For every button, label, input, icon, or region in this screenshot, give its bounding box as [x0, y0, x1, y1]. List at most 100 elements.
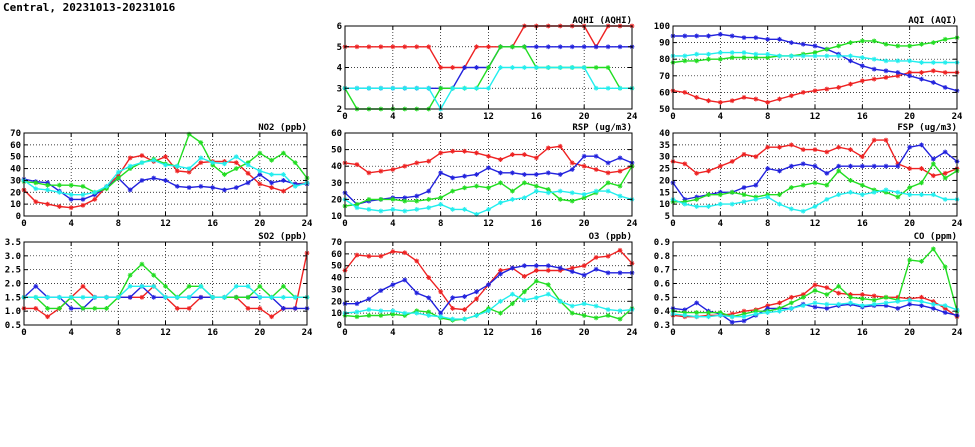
data-point-blue: [919, 142, 924, 148]
data-point-red: [402, 250, 408, 256]
data-point-red: [426, 158, 432, 164]
data-point-green: [486, 185, 491, 191]
y-tick-label: 60: [331, 129, 342, 139]
data-point-green: [836, 43, 842, 49]
data-point-cyan: [930, 192, 936, 198]
data-point-cyan: [92, 294, 98, 300]
data-point-green: [486, 65, 491, 70]
data-point-green: [56, 182, 62, 188]
data-point-cyan: [186, 294, 192, 300]
data-point-red: [257, 306, 263, 311]
data-point-cyan: [366, 206, 372, 212]
x-tick-label: 24: [952, 328, 963, 338]
data-point-cyan: [545, 65, 551, 70]
data-point-cyan: [942, 60, 948, 65]
data-point-green: [930, 161, 936, 167]
data-point-blue: [617, 44, 623, 50]
data-point-blue: [729, 33, 735, 39]
data-point-cyan: [438, 314, 444, 320]
y-tick-label: 0.5: [654, 293, 670, 303]
data-point-cyan: [930, 60, 936, 65]
data-point-red: [848, 81, 853, 87]
y-tick-label: 5: [337, 43, 342, 53]
data-point-blue: [569, 269, 575, 275]
x-tick-label: 4: [390, 328, 396, 338]
data-point-green: [942, 264, 948, 270]
x-tick-label: 16: [531, 219, 542, 229]
data-point-cyan: [163, 162, 168, 168]
data-point-cyan: [919, 299, 924, 304]
data-point-cyan: [765, 51, 771, 57]
data-point-blue: [581, 44, 587, 50]
data-point-green: [694, 197, 700, 202]
data-point-green: [426, 197, 432, 202]
data-point-cyan: [245, 283, 251, 289]
data-point-red: [462, 307, 467, 312]
data-point-red: [824, 285, 830, 291]
data-point-red: [919, 166, 924, 171]
y-tick-label: 0.5: [5, 321, 21, 331]
x-tick-label: 20: [579, 219, 590, 229]
y-tick-label: 1.0: [5, 307, 21, 317]
data-point-green: [281, 283, 286, 289]
data-point-red: [694, 94, 700, 100]
data-point-cyan: [569, 65, 575, 70]
y-tick-label: 60: [659, 88, 670, 98]
data-point-cyan: [800, 303, 806, 309]
data-point-blue: [545, 263, 551, 269]
data-point-cyan: [942, 197, 948, 202]
data-point-blue: [812, 304, 818, 310]
data-point-cyan: [390, 85, 396, 91]
data-point-cyan: [127, 163, 133, 169]
data-point-green: [80, 183, 86, 189]
data-point-blue: [462, 173, 467, 179]
plot-title: AQI (AQI): [908, 16, 957, 26]
data-point-cyan: [533, 65, 539, 70]
data-point-cyan: [836, 301, 842, 307]
data-point-green: [741, 192, 747, 198]
data-point-red: [390, 167, 396, 172]
y-tick-label: 0: [16, 212, 21, 222]
data-point-red: [824, 86, 830, 92]
data-point-green: [139, 261, 145, 267]
data-point-red: [414, 258, 420, 264]
data-point-red: [812, 88, 818, 94]
data-point-cyan: [593, 303, 599, 309]
data-point-red: [617, 247, 623, 253]
data-point-green: [717, 56, 723, 62]
data-point-red: [366, 170, 372, 176]
y-tick-label: 2.0: [5, 280, 21, 290]
data-point-blue: [800, 41, 806, 47]
y-tick-label: 3.5: [5, 238, 21, 248]
data-point-green: [605, 313, 611, 318]
data-point-cyan: [605, 307, 611, 312]
data-point-blue: [498, 271, 503, 277]
data-point-cyan: [269, 294, 275, 300]
y-tick-label: 50: [331, 146, 342, 156]
data-point-cyan: [426, 85, 432, 91]
x-tick-label: 8: [116, 219, 121, 229]
data-point-cyan: [694, 204, 700, 209]
data-point-blue: [545, 170, 551, 176]
data-point-cyan: [292, 183, 298, 189]
data-point-blue: [765, 166, 771, 171]
data-point-blue: [812, 43, 818, 49]
data-point-green: [151, 272, 157, 278]
data-point-red: [706, 98, 711, 104]
data-point-green: [414, 198, 420, 204]
y-tick-label: 30: [10, 176, 21, 186]
data-point-green: [919, 258, 924, 264]
data-point-green: [233, 294, 239, 300]
data-point-cyan: [533, 295, 539, 301]
data-point-cyan: [139, 160, 145, 166]
data-point-cyan: [402, 208, 408, 214]
data-point-cyan: [682, 312, 688, 318]
x-tick-label: 20: [254, 328, 265, 338]
data-point-cyan: [486, 85, 491, 91]
data-point-red: [717, 99, 723, 105]
x-tick-label: 8: [765, 328, 770, 338]
data-point-green: [557, 197, 563, 202]
y-tick-label: 0.4: [654, 307, 671, 317]
data-point-red: [366, 44, 372, 50]
